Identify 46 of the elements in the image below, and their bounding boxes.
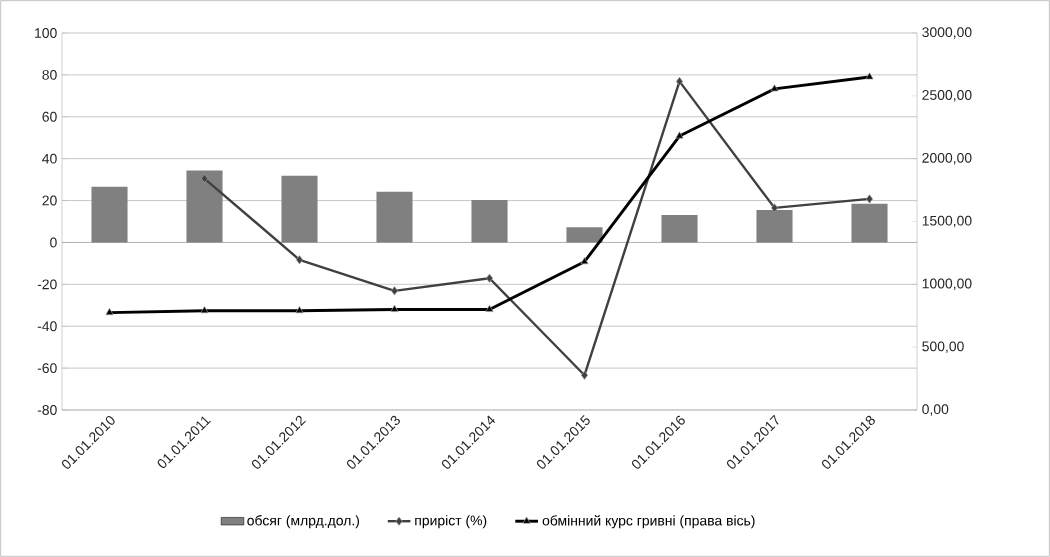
bar bbox=[566, 227, 603, 243]
y-tick-label: 20 bbox=[42, 195, 57, 206]
bar bbox=[281, 175, 318, 243]
point bbox=[295, 255, 304, 265]
point bbox=[770, 203, 779, 213]
legend-label: обмінний курс гривні (права вісь) bbox=[542, 515, 755, 529]
y-tick-label: 40 bbox=[42, 153, 57, 164]
y2-tick-label: 3000,00 bbox=[922, 27, 972, 39]
point bbox=[200, 173, 209, 184]
y2-tick-label: 1000,00 bbox=[922, 278, 972, 291]
y-tick-label: -40 bbox=[37, 321, 57, 332]
point bbox=[105, 308, 114, 316]
y2-tick-label: 1500,00 bbox=[922, 215, 972, 228]
y-tick-label: -60 bbox=[37, 363, 57, 374]
point bbox=[865, 72, 874, 80]
point bbox=[865, 194, 874, 204]
point bbox=[485, 304, 494, 312]
point bbox=[675, 76, 684, 86]
y-tick-label: 0 bbox=[50, 237, 57, 248]
point bbox=[390, 286, 399, 296]
legend-label: обсяг (млрд.дол.) bbox=[247, 515, 360, 529]
y2-tick-label: 2500,00 bbox=[922, 90, 972, 102]
y-tick-label: 100 bbox=[35, 28, 57, 38]
y-tick-label: -20 bbox=[37, 279, 57, 290]
bar bbox=[851, 203, 888, 243]
bar bbox=[661, 215, 698, 243]
bar bbox=[471, 199, 508, 243]
bar bbox=[186, 170, 223, 243]
point bbox=[770, 84, 779, 92]
legend-label: приріст (%) bbox=[415, 515, 487, 529]
y2-tick-label: 2000,00 bbox=[922, 152, 972, 165]
point bbox=[200, 306, 209, 314]
point bbox=[390, 304, 399, 312]
bar bbox=[376, 191, 413, 243]
point bbox=[295, 306, 304, 314]
y-tick-label: 80 bbox=[42, 69, 57, 80]
bar bbox=[756, 209, 793, 243]
y-tick-label: -80 bbox=[37, 405, 57, 415]
y-tick-label: 60 bbox=[42, 111, 57, 122]
point bbox=[485, 273, 494, 283]
y2-tick-label: 0,00 bbox=[922, 404, 949, 416]
bar bbox=[91, 186, 128, 243]
point bbox=[675, 131, 684, 139]
point bbox=[580, 370, 589, 380]
point bbox=[580, 257, 589, 265]
y2-tick-label: 500,00 bbox=[922, 341, 964, 353]
